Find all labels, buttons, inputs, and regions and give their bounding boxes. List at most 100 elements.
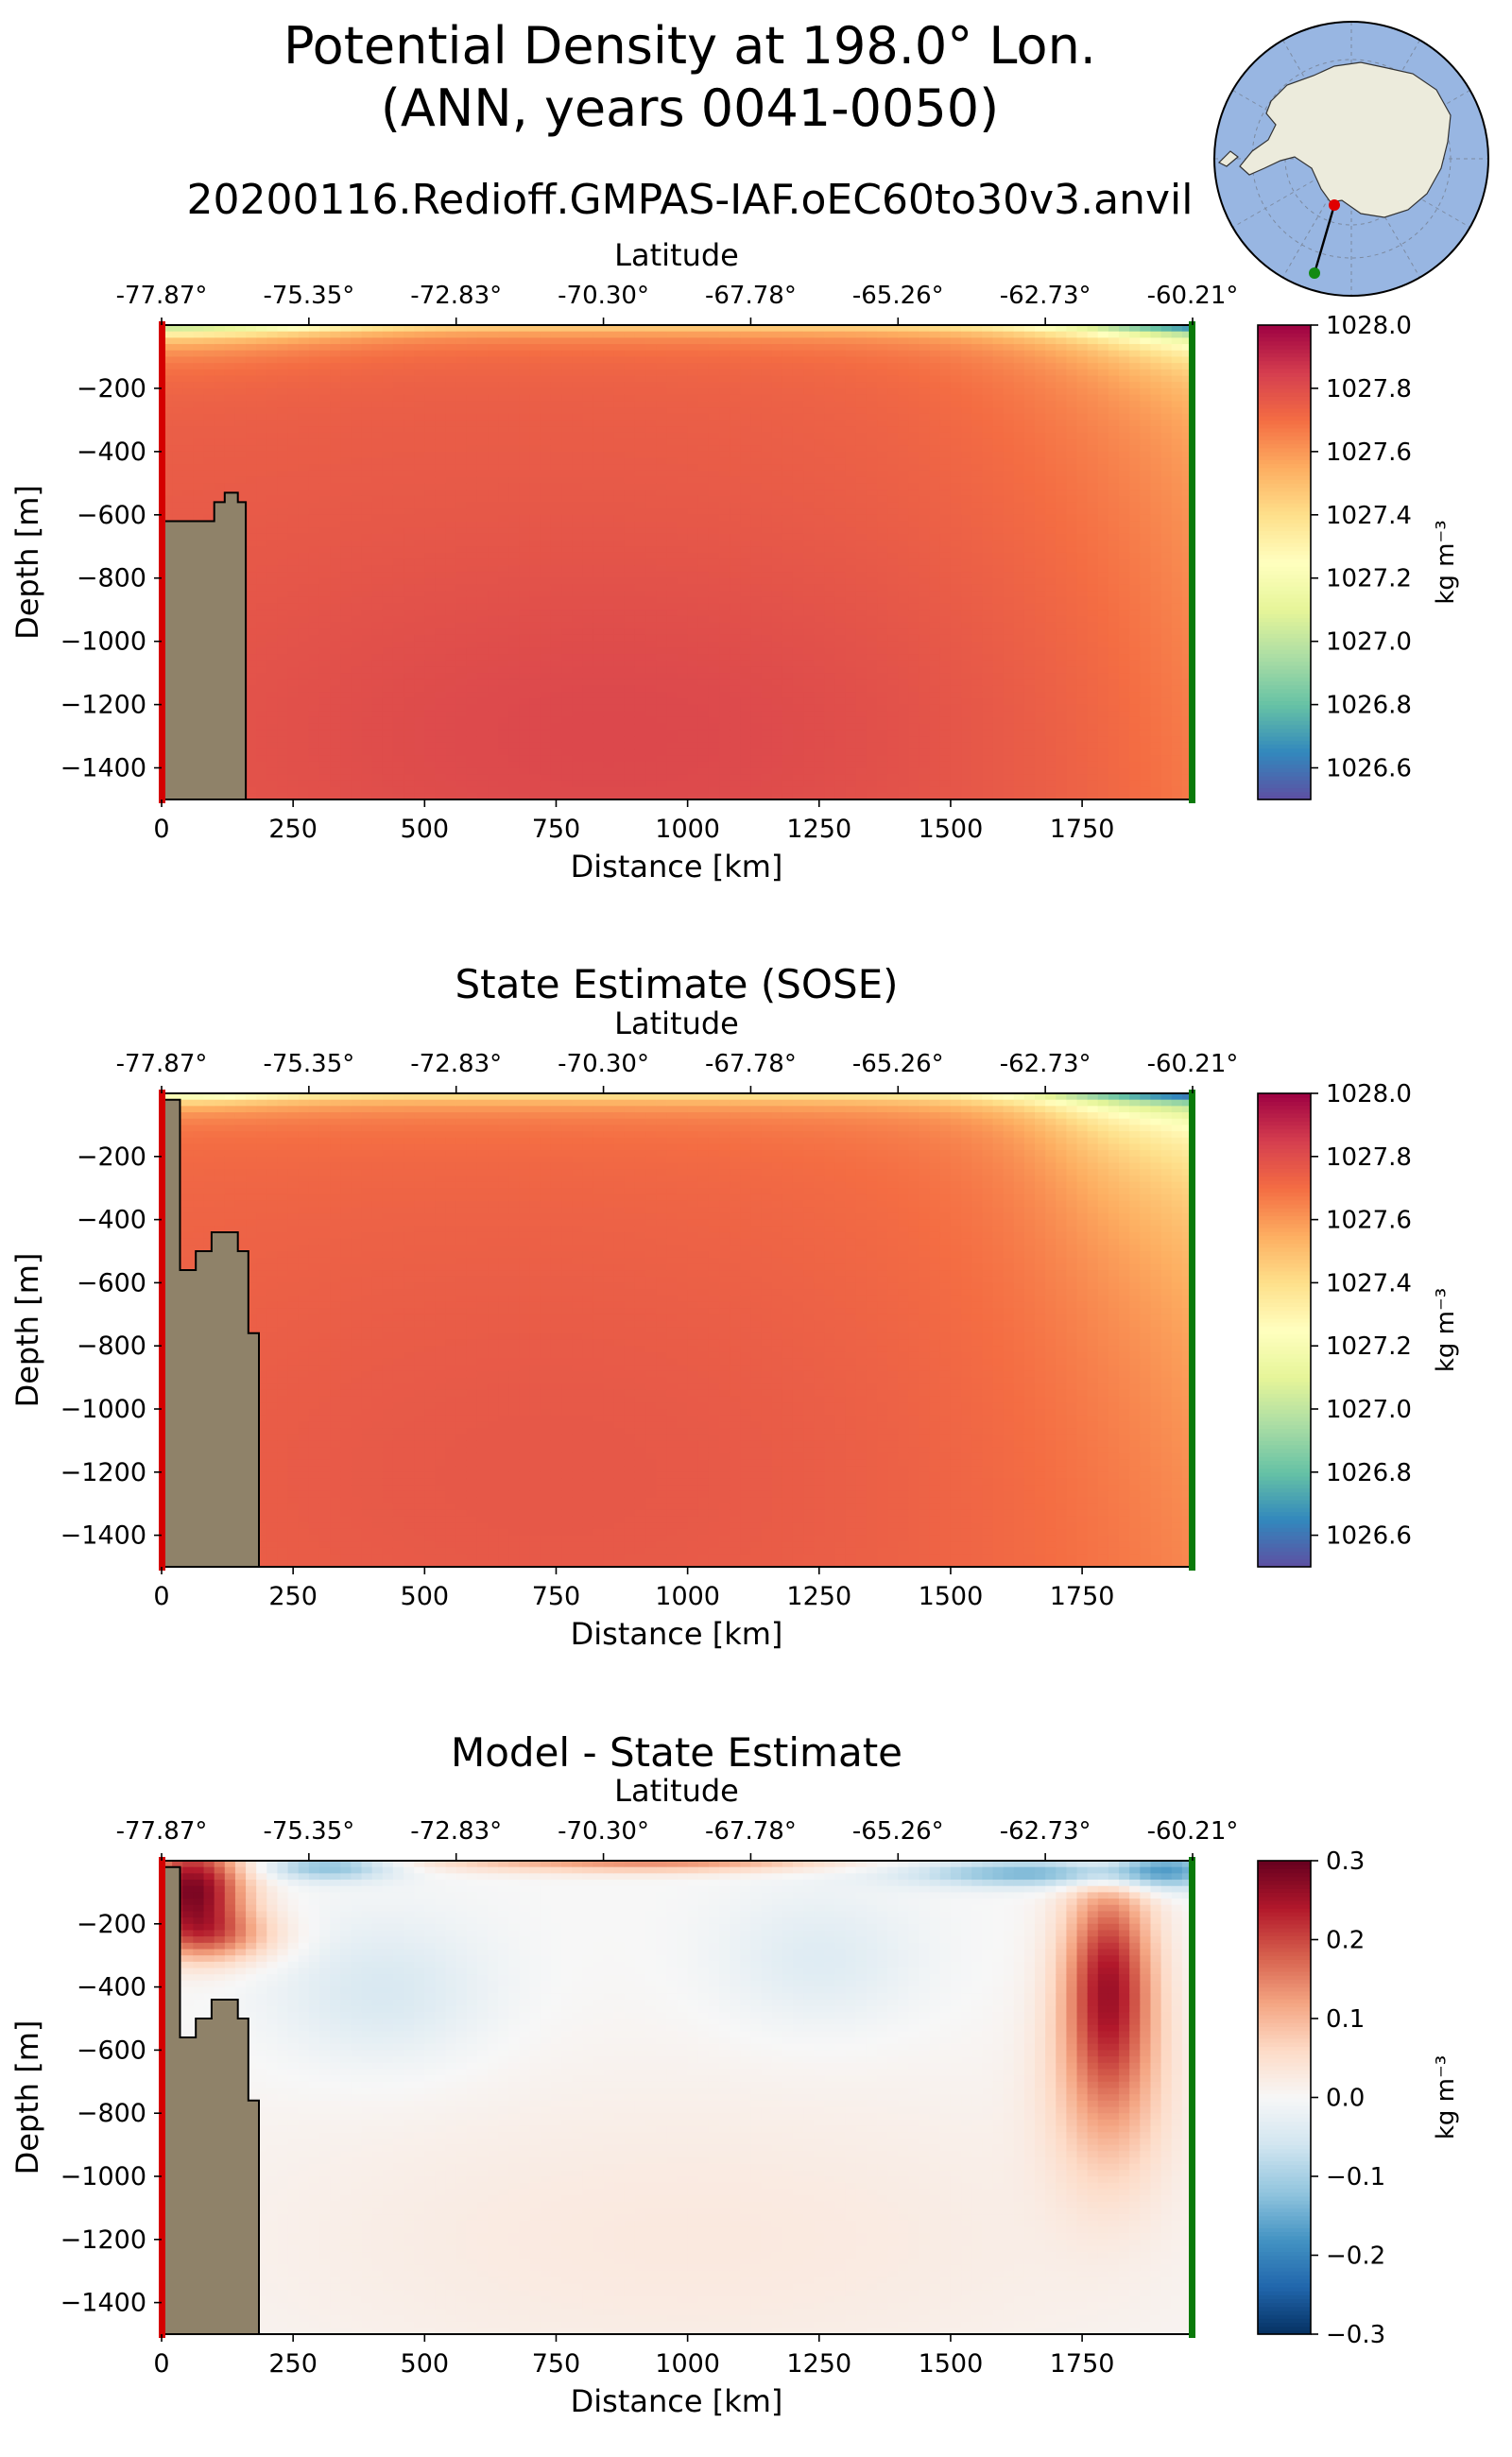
field-cell (750, 697, 763, 706)
field-cell (361, 533, 373, 541)
field-cell (624, 451, 636, 459)
field-cell (593, 337, 605, 345)
field-cell (214, 401, 226, 408)
field-cell (634, 572, 646, 579)
field-cell (371, 356, 384, 364)
field-cell (708, 685, 720, 693)
field-cell (298, 723, 310, 730)
field-cell (277, 375, 289, 383)
field-cell (424, 464, 437, 472)
field-cell (266, 591, 279, 598)
field-cell (561, 521, 573, 528)
field-cell (550, 533, 562, 541)
field-cell (593, 660, 605, 668)
field-cell (498, 495, 509, 504)
field-cell (719, 558, 730, 566)
field-cell (476, 533, 489, 541)
field-cell (529, 692, 541, 699)
field-cell (424, 603, 437, 610)
field-cell (761, 711, 773, 718)
field-cell (498, 476, 509, 484)
field-cell (782, 591, 794, 598)
field-cell (550, 483, 562, 490)
field-cell (782, 445, 794, 453)
field-cell (656, 736, 667, 744)
field-cell (318, 356, 331, 364)
field-cell (445, 786, 457, 794)
field-cell (424, 387, 437, 396)
field-cell (414, 502, 425, 509)
field-cell (382, 490, 394, 497)
field-cell (708, 445, 720, 453)
field-cell (162, 382, 173, 389)
field-cell (634, 723, 646, 730)
field-cell (645, 356, 657, 364)
field-cell (634, 521, 646, 528)
field-cell (792, 552, 804, 560)
field-cell (256, 628, 267, 636)
field-cell (519, 527, 531, 535)
field-cell (404, 780, 415, 788)
field-cell (761, 622, 773, 629)
field-cell (529, 413, 541, 421)
field-cell (824, 369, 836, 377)
field-cell (519, 610, 531, 617)
field-cell (445, 426, 457, 434)
field-cell (287, 331, 300, 338)
field-cell (634, 387, 646, 396)
field-cell (382, 634, 394, 643)
field-cell (488, 470, 499, 478)
field-cell (404, 325, 415, 333)
field-cell (687, 483, 699, 490)
field-cell (593, 742, 605, 750)
field-cell (298, 780, 310, 788)
field-cell (603, 558, 615, 566)
field-cell (771, 502, 783, 509)
field-cell (414, 546, 425, 554)
field-cell (508, 438, 521, 446)
field-cell (845, 394, 857, 402)
field-cell (508, 591, 521, 598)
field-cell (782, 533, 794, 541)
field-cell (529, 793, 541, 799)
field-cell (371, 704, 384, 712)
field-cell (508, 483, 521, 490)
field-cell (193, 344, 205, 352)
field-cell (466, 394, 478, 402)
field-cell (750, 692, 763, 699)
field-cell (824, 780, 836, 788)
field-cell (613, 647, 626, 655)
field-cell (708, 527, 720, 535)
field-cell (203, 508, 215, 516)
field-cell (277, 591, 289, 598)
field-cell (318, 331, 331, 338)
field-cell (371, 767, 384, 775)
field-cell (771, 407, 783, 415)
field-cell (498, 673, 509, 680)
field-cell (656, 495, 667, 504)
field-cell (540, 432, 552, 440)
field-cell (340, 363, 352, 370)
field-cell (540, 514, 552, 523)
field-cell (508, 730, 521, 737)
field-cell (519, 495, 531, 504)
field-cell (761, 774, 773, 782)
field-cell (498, 697, 509, 706)
field-cell (740, 495, 752, 504)
field-cell (508, 628, 521, 636)
field-cell (382, 337, 394, 345)
field-cell (750, 628, 763, 636)
field-cell (246, 401, 257, 408)
field-cell (455, 577, 468, 586)
field-cell (656, 420, 667, 427)
field-cell (330, 401, 341, 408)
field-cell (330, 495, 341, 504)
field-cell (508, 420, 521, 427)
field-cell (287, 654, 300, 662)
field-cell (645, 584, 657, 592)
field-cell (845, 483, 857, 490)
field-cell (182, 490, 194, 497)
field-cell (814, 577, 825, 586)
field-cell (351, 610, 363, 617)
field-cell (613, 628, 626, 636)
